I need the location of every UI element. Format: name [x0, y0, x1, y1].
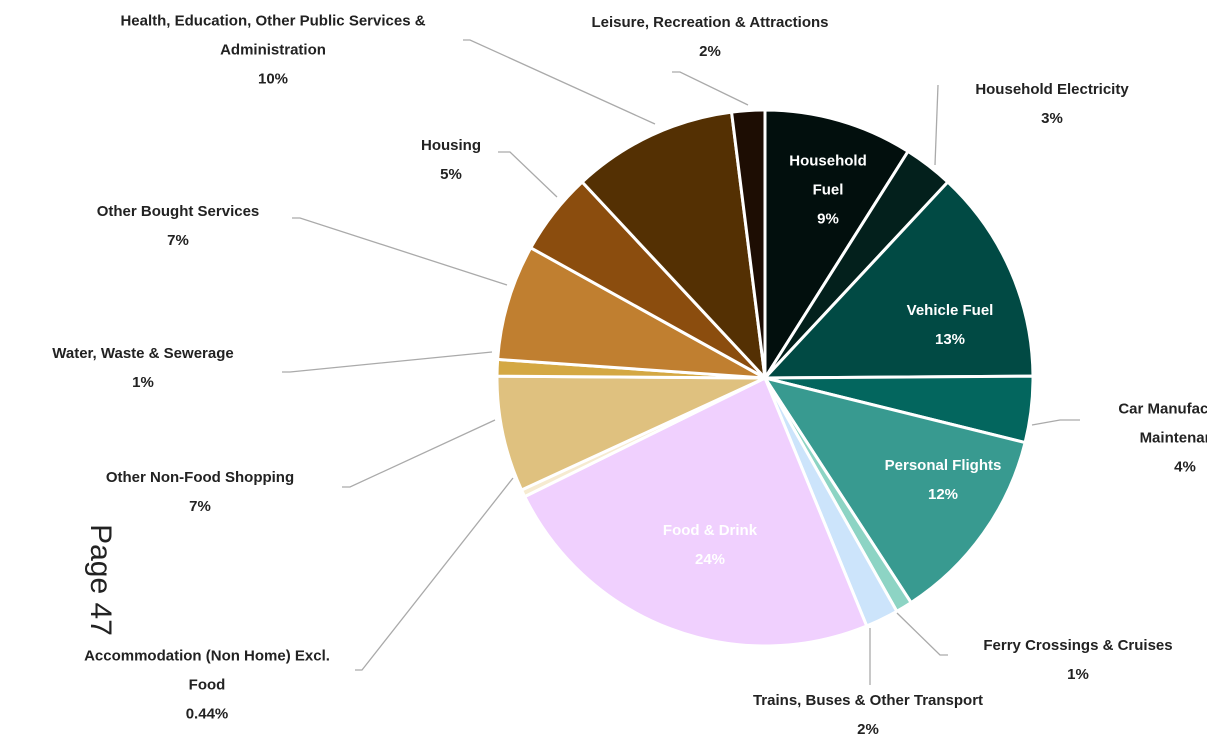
slice-name: Accommodation (Non Home) Excl. Food — [84, 647, 330, 694]
slice-value: 4% — [1174, 458, 1196, 476]
slice-label: Car Manufacture & Maintenance 4% — [1095, 395, 1207, 482]
pie-slice — [730, 108, 767, 380]
pie-slice — [580, 110, 767, 380]
leader-line — [896, 612, 948, 656]
slice-label: Ferry Crossings & Cruises 1% — [948, 631, 1207, 689]
slice-label: Water, Waste & Sewerage 1% — [0, 339, 293, 397]
pie-slice — [763, 180, 1035, 380]
slice-value: 1% — [132, 374, 154, 391]
leader-line — [672, 71, 749, 106]
pie-slice — [495, 374, 767, 492]
leader-line — [934, 84, 939, 166]
slice-value: 3% — [1041, 110, 1063, 127]
leader-line — [1031, 419, 1080, 426]
pie-slice — [496, 246, 767, 380]
slice-name: Water, Waste & Sewerage — [52, 345, 234, 362]
slice-name: Leisure, Recreation & Attractions — [591, 14, 829, 31]
slice-label: Vehicle Fuel 13% — [875, 296, 1025, 354]
slice-value: 12% — [927, 486, 959, 503]
slice-name: Housing — [421, 137, 481, 154]
slice-value: 2% — [699, 43, 721, 60]
pie-slice — [763, 108, 910, 380]
slice-label: Leisure, Recreation & Attractions 2% — [550, 8, 870, 66]
slice-name: Other Non-Food Shopping — [105, 469, 295, 486]
page-label: Page 47 — [84, 524, 117, 636]
slice-label: Housing 5% — [391, 131, 511, 189]
slice-name: Other Bought Services — [96, 203, 260, 220]
slice-name: Household Fuel — [789, 152, 867, 199]
slice-name: Personal Flights — [884, 457, 1002, 474]
slice-value: 2% — [857, 721, 879, 738]
slice-value: 5% — [440, 166, 462, 183]
slice-name: Car Manufacture & Maintenance — [1118, 400, 1207, 447]
slice-label: Personal Flights 12% — [853, 451, 1033, 509]
slice-value: 10% — [257, 70, 289, 88]
slice-value: 1% — [1067, 666, 1089, 683]
slice-label: Health, Education, Other Public Services… — [83, 7, 463, 94]
slice-name: Household Electricity — [975, 81, 1129, 98]
slice-name: Trains, Buses & Other Transport — [752, 692, 984, 709]
slice-name: Vehicle Fuel — [906, 302, 994, 319]
slice-name: Food & Drink — [662, 522, 758, 539]
pie-slice — [523, 376, 869, 648]
slice-value: 7% — [167, 232, 189, 249]
slice-value: 9% — [817, 210, 839, 228]
slice-label: Household Electricity 3% — [942, 75, 1162, 133]
slice-label: Household Fuel 9% — [778, 147, 878, 234]
leader-line — [282, 351, 493, 373]
slice-label: Accommodation (Non Home) Excl. Food 0.44% — [82, 642, 332, 729]
leader-line — [292, 217, 508, 286]
leader-line — [355, 477, 514, 671]
leader-line — [463, 39, 656, 125]
slice-label: Other Bought Services 7% — [28, 197, 328, 255]
slice-label: Food & Drink 24% — [620, 516, 800, 574]
pie-slice — [763, 376, 1027, 605]
slice-name: Health, Education, Other Public Services… — [120, 12, 426, 59]
slice-value: 13% — [934, 331, 966, 348]
slice-label: Other Non-Food Shopping 7% — [50, 463, 350, 521]
leader-line — [342, 419, 496, 488]
slice-value: 0.44% — [185, 705, 229, 723]
slice-value: 7% — [189, 498, 211, 515]
slice-label: Trains, Buses & Other Transport 2% — [698, 686, 1038, 744]
slice-value: 24% — [694, 551, 726, 568]
slice-name: Ferry Crossings & Cruises — [983, 637, 1173, 654]
leader-line — [498, 151, 558, 198]
